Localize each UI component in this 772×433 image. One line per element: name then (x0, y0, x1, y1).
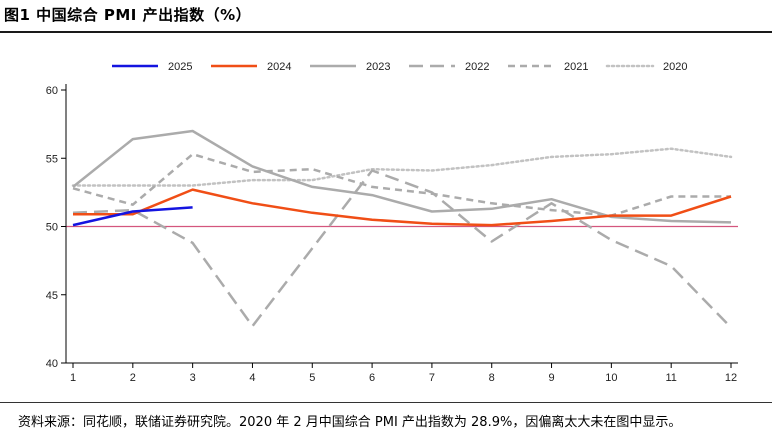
source-note: 资料来源：同花顺，联储证券研究院。2020 年 2 月中国综合 PMI 产出指数… (18, 415, 682, 430)
series-line-2021 (72, 152, 731, 217)
x-tick-label: 10 (605, 372, 617, 384)
legend-label-2020: 2020 (663, 61, 687, 73)
series-line-2020 (71, 147, 733, 187)
series-layer (71, 129, 733, 329)
x-tick-label: 9 (548, 372, 554, 384)
legend-label-2021: 2021 (564, 61, 588, 73)
legend-label-2022: 2022 (465, 61, 489, 73)
legend-label-2023: 2023 (366, 61, 390, 73)
x-tick-label: 12 (725, 372, 737, 384)
x-tick-label: 7 (429, 372, 435, 384)
x-tick-label: 8 (489, 372, 495, 384)
figure-title: 图1 中国综合 PMI 产出指数（%） (4, 6, 252, 24)
x-tick-label: 11 (665, 372, 676, 384)
x-tick-label: 4 (249, 372, 255, 384)
y-tick-label: 40 (46, 358, 58, 370)
x-tick-label: 6 (369, 372, 375, 384)
series-line-2024 (73, 188, 732, 227)
x-tick-label: 5 (309, 372, 315, 384)
legend-label-2024: 2024 (267, 61, 291, 73)
x-tick-label: 2 (130, 372, 136, 384)
y-tick-label: 50 (46, 222, 58, 234)
y-tick-label: 45 (46, 290, 58, 302)
series-line-2023 (72, 129, 732, 224)
legend-label-2025: 2025 (168, 61, 192, 73)
series-line-2025 (72, 206, 193, 227)
y-axis: 40 45 50 55 60 (46, 84, 67, 370)
series-line-2022 (72, 169, 732, 329)
x-tick-label: 1 (70, 372, 76, 384)
x-axis: 1 2 3 4 5 6 7 8 9 10 11 12 (66, 362, 738, 384)
y-tick-label: 55 (46, 153, 58, 165)
chart-legend: 2025 2024 2023 2022 2021 2020 (112, 61, 687, 73)
bottom-rule (0, 402, 772, 403)
top-rule (0, 31, 772, 33)
x-tick-label: 3 (190, 372, 196, 384)
y-tick-label: 60 (46, 85, 58, 97)
